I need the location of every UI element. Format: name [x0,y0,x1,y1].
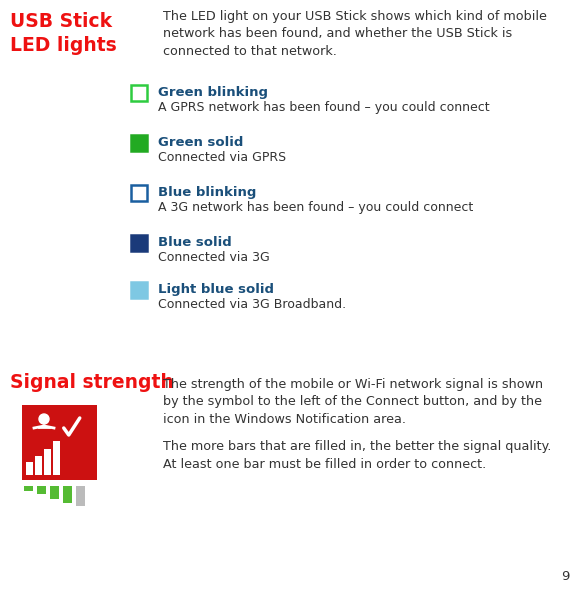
Text: Blue solid: Blue solid [158,236,232,249]
Bar [26,462,33,475]
Text: A 3G network has been found – you could connect: A 3G network has been found – you could … [158,201,473,214]
Bar [131,185,147,201]
Bar [76,486,85,506]
Circle shape [39,414,49,424]
Bar [131,85,147,101]
Bar [131,235,147,251]
Text: Connected via 3G: Connected via 3G [158,251,270,264]
Text: A GPRS network has been found – you could connect: A GPRS network has been found – you coul… [158,101,490,114]
Bar [50,486,59,499]
Text: Green solid: Green solid [158,136,243,149]
Bar [35,456,42,475]
Bar [24,486,33,491]
Text: The strength of the mobile or Wi-Fi network signal is shown
by the symbol to the: The strength of the mobile or Wi-Fi netw… [163,378,543,426]
Text: Connected via 3G Broadband.: Connected via 3G Broadband. [158,298,346,311]
Text: The more bars that are filled in, the better the signal quality.
At least one ba: The more bars that are filled in, the be… [163,440,552,470]
Bar [53,441,60,475]
Text: 9: 9 [561,570,569,583]
Bar [22,405,97,480]
Bar [131,282,147,298]
Text: Green blinking: Green blinking [158,86,268,99]
Text: Connected via GPRS: Connected via GPRS [158,151,286,164]
Text: Light blue solid: Light blue solid [158,283,274,296]
Text: Blue blinking: Blue blinking [158,186,256,199]
Bar [63,486,72,502]
Bar [44,449,51,475]
Bar [37,486,46,494]
Text: USB Stick
LED lights: USB Stick LED lights [10,12,117,55]
Bar [131,135,147,151]
Text: Signal strength: Signal strength [10,373,174,392]
Text: The LED light on your USB Stick shows which kind of mobile
network has been foun: The LED light on your USB Stick shows wh… [163,10,547,58]
